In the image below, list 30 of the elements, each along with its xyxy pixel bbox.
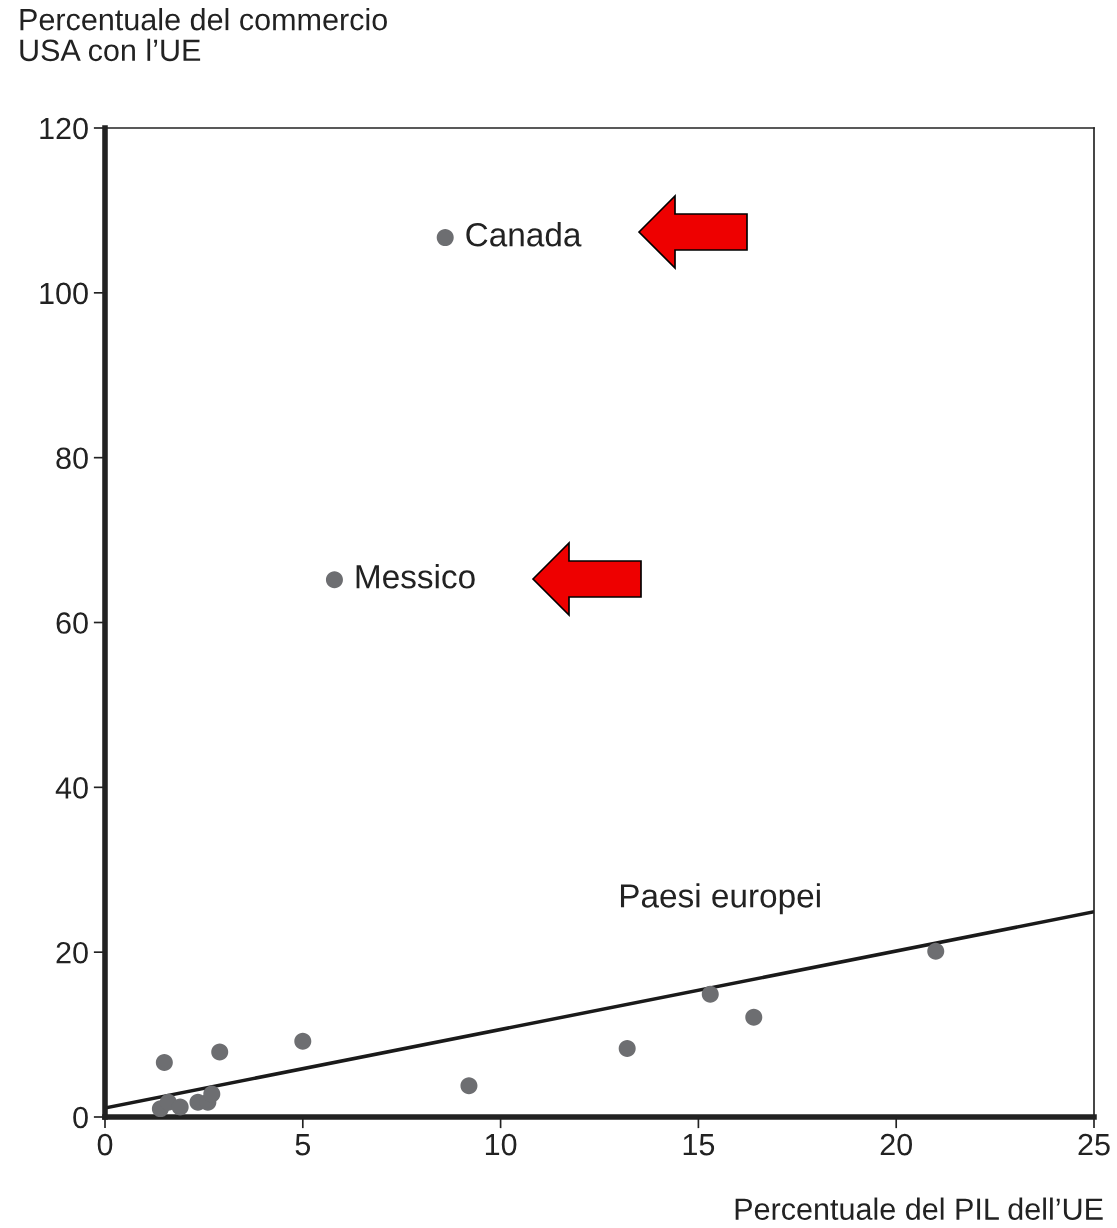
point [211,1043,229,1061]
x-axis-title: Percentuale del PIL dell’UE [735,1197,1103,1220]
point [460,1077,478,1095]
x-tick-label: 15 [683,1134,715,1156]
y-axis-title: Percentuale del commercio USA con l’UE [20,8,387,62]
x-tick-label: 20 [880,1133,912,1156]
y-tick-label: 120 [40,117,88,140]
point [701,985,719,1003]
point [927,942,945,960]
x-tick-label: 5 [295,1134,311,1156]
annotation: Messico [356,564,475,589]
annotation: Paesi europei [620,883,820,915]
point [294,1032,312,1050]
point [745,1008,763,1026]
x-tick-label: 0 [97,1133,113,1156]
y-tick-label: 80 [56,447,88,470]
point [155,1054,173,1072]
x-tick-label: 10 [485,1133,517,1156]
y-tick-label: 100 [40,282,88,305]
x-tick-label: 25 [1078,1133,1110,1156]
point [171,1098,189,1116]
point [436,229,454,247]
y-tick-label: 60 [56,612,88,634]
y-tick-label: 20 [56,941,88,964]
point [325,571,343,589]
point [203,1085,221,1103]
annotation: Canada [466,222,582,247]
y-tick-label: 40 [55,777,88,799]
y-tick-label: 0 [73,1106,88,1129]
point [618,1040,636,1058]
